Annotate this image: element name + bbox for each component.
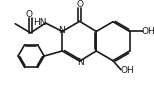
Text: N: N xyxy=(77,58,84,67)
Text: OH: OH xyxy=(142,27,154,36)
Text: OH: OH xyxy=(120,66,134,75)
Text: O: O xyxy=(76,0,83,9)
Text: O: O xyxy=(25,10,32,19)
Text: N: N xyxy=(58,26,65,35)
Text: HN: HN xyxy=(33,18,47,27)
